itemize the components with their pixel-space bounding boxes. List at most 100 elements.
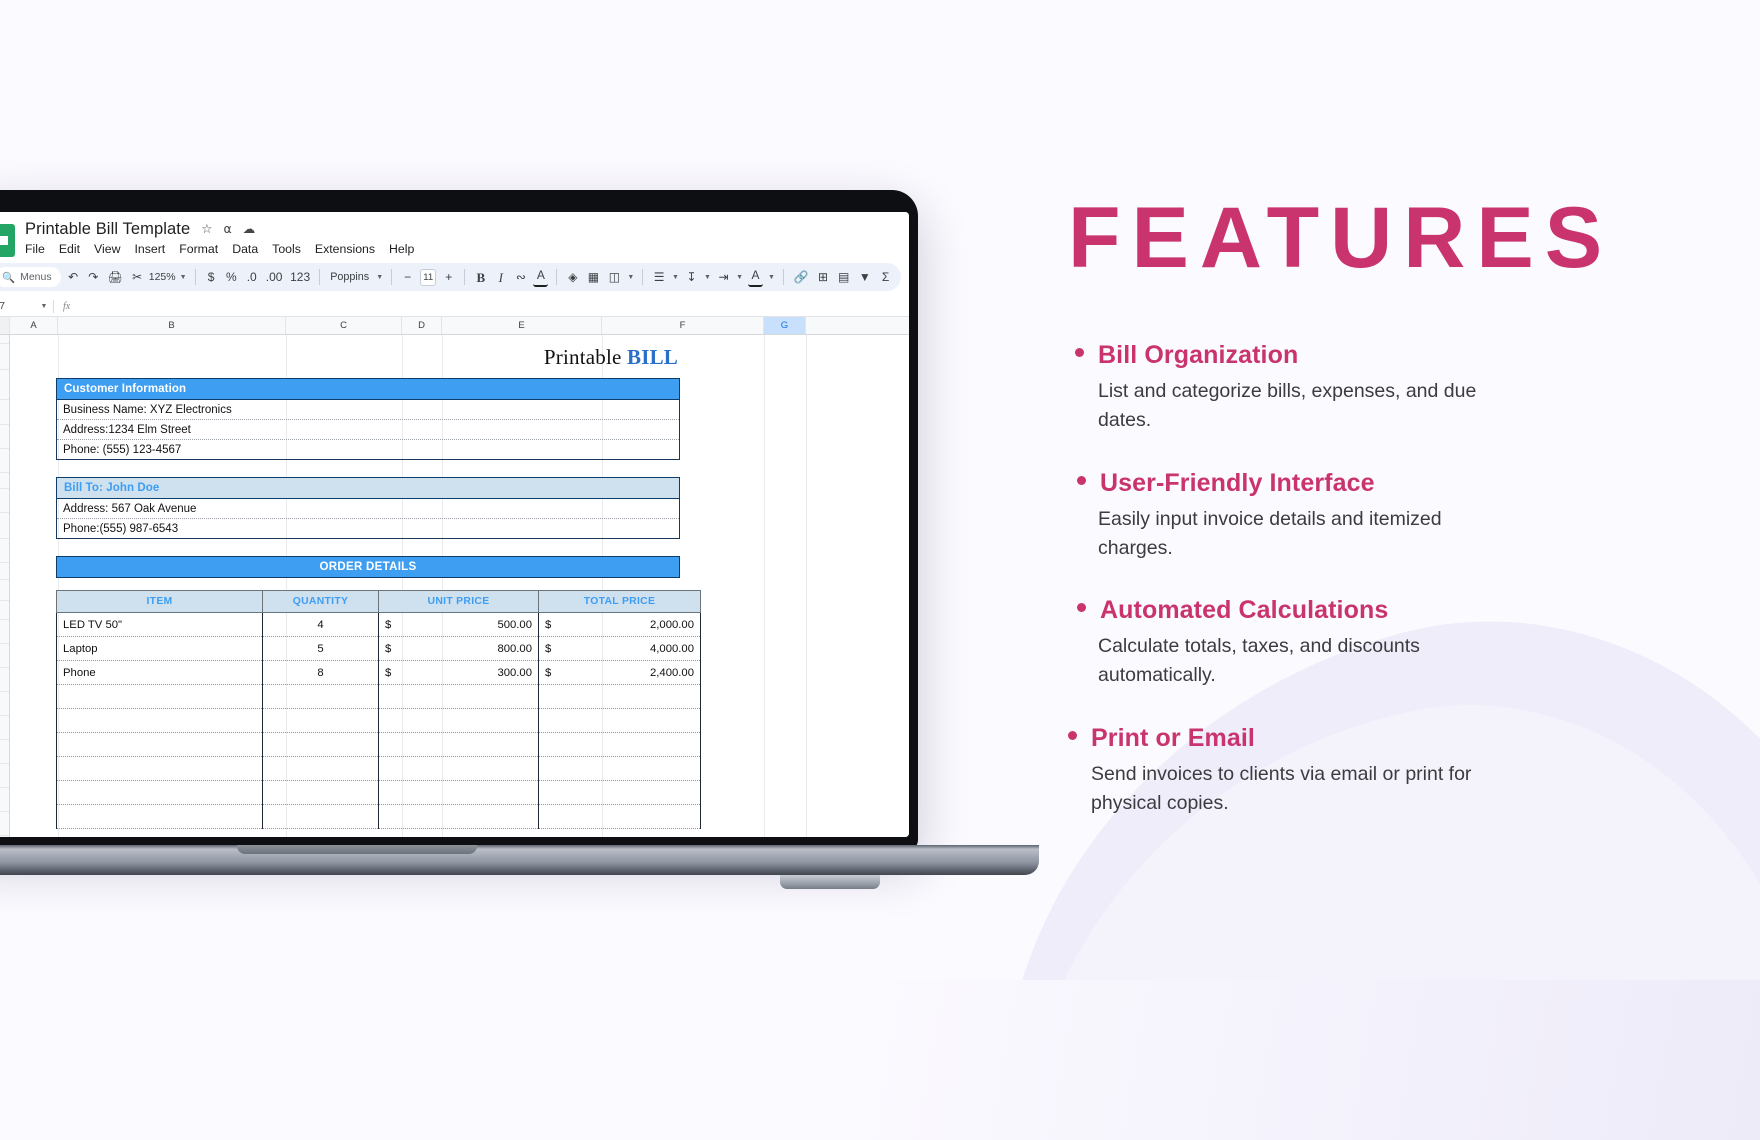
text-color-button[interactable]: A — [533, 267, 549, 287]
wrap-chevron-down-icon[interactable]: ▼ — [736, 273, 743, 281]
table-row[interactable]: Laptop 5 $800.00 $4,000.00 — [56, 636, 701, 661]
menu-item-help[interactable]: Help — [389, 242, 415, 256]
row-header-22[interactable]: 22 — [0, 812, 9, 836]
empty-cell[interactable] — [538, 756, 701, 781]
line-item-quantity[interactable]: 4 — [262, 612, 379, 637]
horizontal-align-icon[interactable]: ☰ — [653, 270, 665, 284]
table-row-empty[interactable] — [56, 756, 701, 781]
table-row-empty[interactable] — [56, 708, 701, 733]
italic-button[interactable]: I — [498, 269, 503, 285]
filter-icon[interactable]: ▼ — [858, 270, 871, 284]
bold-button[interactable]: B — [476, 269, 486, 285]
table-row[interactable]: LED TV 50" 4 $500.00 $2,000.00 — [56, 612, 701, 637]
menu-item-view[interactable]: View — [94, 242, 121, 256]
menu-item-data[interactable]: Data — [232, 242, 259, 256]
line-item-name[interactable]: LED TV 50" — [56, 612, 263, 637]
row-header-4[interactable]: 4 — [0, 400, 9, 425]
table-row-empty[interactable] — [56, 780, 701, 805]
row-header-17[interactable]: 17 — [0, 692, 9, 716]
column-header-a[interactable]: A — [10, 317, 58, 334]
row-header-15[interactable]: 15 — [0, 644, 9, 668]
column-header-e[interactable]: E — [442, 317, 602, 334]
empty-cell[interactable] — [378, 756, 539, 781]
empty-cell[interactable] — [538, 780, 701, 805]
merge-chevron-down-icon[interactable]: ▼ — [627, 273, 635, 281]
merge-cells-icon[interactable]: ◫ — [608, 270, 621, 284]
row-header-10[interactable]: 10 — [0, 539, 9, 563]
customer-business-name[interactable]: Business Name: XYZ Electronics — [57, 400, 679, 420]
zoom-level[interactable]: 125% — [148, 270, 176, 283]
menu-item-edit[interactable]: Edit — [58, 242, 81, 256]
row-header-3[interactable]: 3 — [0, 370, 9, 400]
row-header-14[interactable]: 14 — [0, 620, 9, 644]
currency-format-button[interactable]: $ — [207, 270, 215, 284]
vertical-align-icon[interactable]: ↧ — [686, 270, 697, 284]
column-header-c[interactable]: C — [286, 317, 402, 334]
row-header-6[interactable]: 6 — [0, 449, 9, 473]
empty-cell[interactable] — [262, 732, 379, 757]
decrease-font-size-button[interactable]: − — [404, 270, 412, 284]
font-chevron-down-icon[interactable]: ▼ — [376, 273, 384, 281]
column-header-d[interactable]: D — [402, 317, 442, 334]
row-header-2[interactable]: 2 — [0, 344, 9, 370]
line-item-quantity[interactable]: 8 — [262, 660, 379, 685]
cloud-saved-icon[interactable]: ☁ — [242, 222, 256, 237]
line-item-unit-price[interactable]: $500.00 — [378, 612, 539, 637]
customer-phone[interactable]: Phone: (555) 123-4567 — [63, 443, 182, 456]
line-item-name[interactable]: Phone — [56, 660, 263, 685]
row-header-19[interactable]: 19 — [0, 740, 9, 764]
column-header-f[interactable]: F — [602, 317, 764, 334]
row-header-12[interactable]: 12 — [0, 580, 9, 601]
cell-reference-box[interactable]: G27 — [0, 300, 5, 312]
line-item-total-price[interactable]: $2,000.00 — [538, 612, 701, 637]
table-row-empty[interactable] — [56, 804, 701, 829]
line-item-quantity[interactable]: 5 — [262, 636, 379, 661]
menu-item-tools[interactable]: Tools — [272, 242, 301, 256]
move-to-folder-icon[interactable]: ⍺ — [223, 222, 232, 237]
empty-cell[interactable] — [378, 804, 539, 829]
paint-format-icon[interactable]: ✂ — [132, 270, 143, 284]
strikethrough-button[interactable]: ∾ — [515, 270, 526, 284]
text-rotate-icon[interactable]: A — [748, 267, 763, 287]
row-header-7[interactable]: 7 — [0, 473, 9, 489]
row-header-13[interactable]: 13 — [0, 601, 9, 620]
insert-comment-icon[interactable]: ⊞ — [818, 270, 829, 284]
empty-cell[interactable] — [378, 708, 539, 733]
empty-cell[interactable] — [262, 708, 379, 733]
insert-chart-icon[interactable]: ▤ — [837, 270, 850, 284]
empty-cell[interactable] — [538, 804, 701, 829]
select-all-corner[interactable] — [0, 317, 10, 334]
sheet-cells-area[interactable]: Printable BILL Customer Information Busi… — [10, 335, 909, 837]
empty-cell[interactable] — [378, 684, 539, 709]
halign-chevron-down-icon[interactable]: ▼ — [671, 273, 679, 281]
increase-font-size-button[interactable]: + — [445, 270, 453, 284]
menu-item-file[interactable]: File — [25, 242, 45, 256]
empty-cell[interactable] — [378, 732, 539, 757]
menu-item-extensions[interactable]: Extensions — [314, 242, 376, 256]
functions-icon[interactable]: Σ — [881, 270, 890, 284]
menu-item-insert[interactable]: Insert — [134, 242, 166, 256]
undo-icon[interactable]: ↶ — [68, 270, 79, 284]
empty-cell[interactable] — [262, 684, 379, 709]
column-header-item[interactable]: ITEM — [56, 590, 263, 613]
rotate-chevron-down-icon[interactable]: ▼ — [768, 273, 775, 281]
bill-to-address[interactable]: Address: 567 Oak Avenue — [57, 499, 679, 519]
table-row-empty[interactable] — [56, 684, 701, 709]
customer-address[interactable]: Address:1234 Elm Street — [57, 420, 679, 440]
column-header-total-price[interactable]: TOTAL PRICE — [538, 590, 701, 613]
column-header-g[interactable]: G — [764, 317, 806, 334]
row-header-23[interactable]: 23 — [0, 836, 9, 837]
empty-cell[interactable] — [538, 708, 701, 733]
empty-cell[interactable] — [262, 804, 379, 829]
zoom-chevron-down-icon[interactable]: ▼ — [179, 273, 187, 281]
line-item-total-price[interactable]: $2,400.00 — [538, 660, 701, 685]
empty-cell[interactable] — [378, 780, 539, 805]
font-size-input[interactable]: 11 — [420, 268, 437, 286]
menu-item-format[interactable]: Format — [179, 242, 219, 256]
fill-color-icon[interactable]: ◈ — [568, 270, 578, 284]
font-family-selector[interactable]: Poppins — [330, 271, 370, 283]
empty-cell[interactable] — [56, 780, 263, 805]
table-row-empty[interactable] — [56, 732, 701, 757]
empty-cell[interactable] — [56, 756, 263, 781]
row-header-18[interactable]: 18 — [0, 716, 9, 740]
